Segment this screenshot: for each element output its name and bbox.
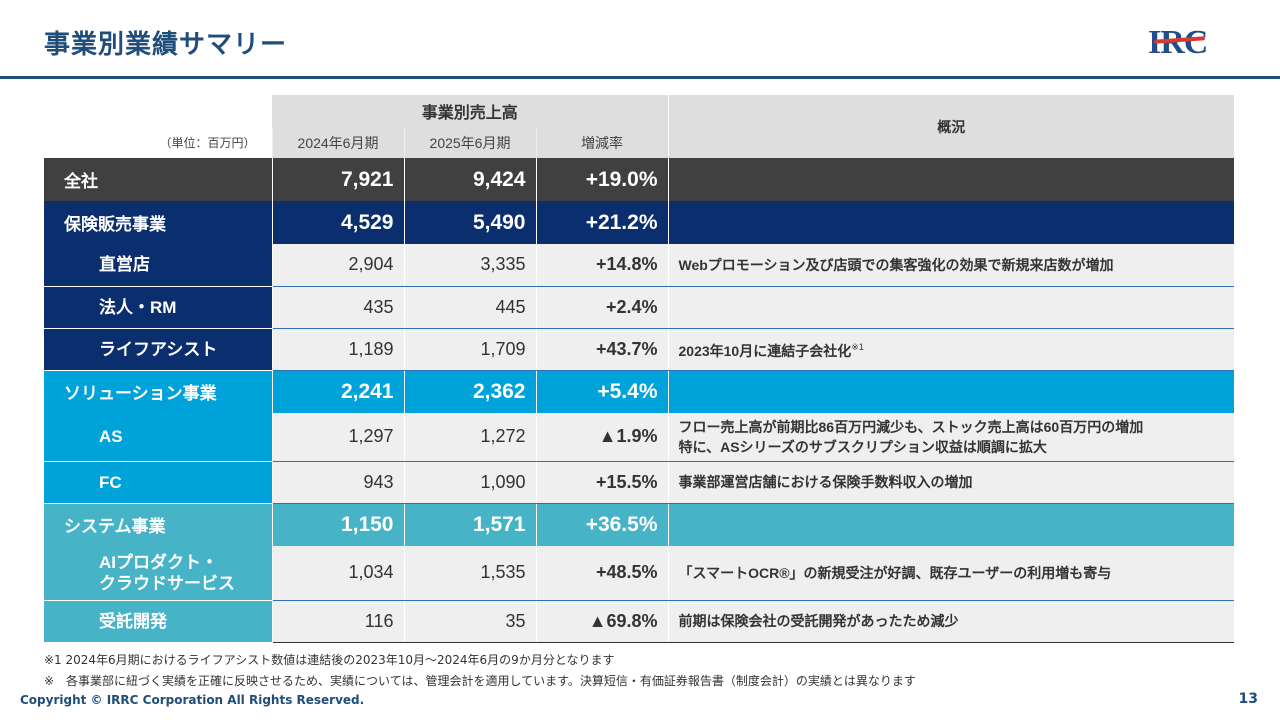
- overview-text: [667, 201, 1234, 244]
- sales-2025: 1,090: [403, 461, 536, 504]
- footnote-marker: ※1: [851, 342, 864, 352]
- sales-2024: 2,241: [271, 370, 404, 413]
- change-rate: +43.7%: [535, 328, 668, 371]
- change-rate: +36.5%: [535, 503, 668, 546]
- table-row: 受託開発 116 35 ▲69.8% 前期は保険会社の受託開発があったため減少: [44, 600, 1234, 643]
- table-header-row-1: 事業別売上高 概況: [44, 95, 1234, 158]
- overview-text: 「スマートOCR®」の新規受注が好調、既存ユーザーの利用増も寄与: [667, 546, 1234, 601]
- table-row: AIプロダクト・ クラウドサービス 1,034 1,535 +48.5% 「スマー…: [44, 546, 1234, 601]
- table-row: ソリューション事業 2,241 2,362 +5.4%: [44, 370, 1234, 413]
- table-row: 法人・RM 435 445 +2.4%: [44, 286, 1234, 329]
- table-row: ライフアシスト 1,189 1,709 +43.7% 2023年10月に連結子会…: [44, 328, 1234, 371]
- column-header-rate: 増減率: [535, 127, 668, 158]
- overview-text: [667, 503, 1234, 546]
- sales-2025: 3,335: [403, 244, 536, 287]
- unit-label: （単位：百万円）: [44, 127, 272, 158]
- table-row: 保険販売事業 4,529 5,490 +21.2%: [44, 201, 1234, 244]
- header-blank: [44, 95, 272, 127]
- sub-segment-name: AS: [44, 413, 272, 462]
- copyright: Copyright © IRRC Corporation All Rights …: [20, 693, 365, 707]
- overview-line-1: フロー売上高が前期比86百万円減少も、ストック売上高は60百万円の増加: [678, 418, 1144, 435]
- table-row: システム事業 1,150 1,571 +36.5%: [44, 503, 1234, 546]
- change-rate: +5.4%: [535, 370, 668, 413]
- sales-2025: 9,424: [403, 158, 536, 201]
- sales-2025: 1,272: [403, 413, 536, 462]
- sub-segment-name: 直営店: [44, 244, 272, 287]
- sales-2025: 445: [403, 286, 536, 329]
- segment-name: 保険販売事業: [44, 201, 272, 244]
- sales-2024: 435: [271, 286, 404, 329]
- change-rate: +21.2%: [535, 201, 668, 244]
- sub-segment-name: FC: [44, 461, 272, 504]
- table-header-row-2: （単位：百万円） 2024年6月期 2025年6月期 増減率: [44, 127, 1234, 158]
- overview-text: フロー売上高が前期比86百万円減少も、ストック売上高は60百万円の増加 特に、AS…: [667, 413, 1234, 462]
- sales-2025: 1,535: [403, 546, 536, 601]
- sales-2024: 943: [271, 461, 404, 504]
- page-number: 13: [1238, 691, 1258, 707]
- change-rate: +14.8%: [535, 244, 668, 287]
- overview-text-main: 2023年10月に連結子会社化: [678, 343, 852, 359]
- change-rate: ▲69.8%: [535, 600, 668, 643]
- company-logo: IRC: [1148, 26, 1208, 60]
- overview-text: [667, 158, 1234, 201]
- change-rate: ▲1.9%: [535, 413, 668, 462]
- overview-text: Webプロモーション及び店頭での集客強化の効果で新規来店数が増加: [667, 244, 1234, 287]
- segment-name: ソリューション事業: [44, 370, 272, 413]
- overview-text: 前期は保険会社の受託開発があったため減少: [667, 600, 1234, 643]
- sales-2024: 1,150: [271, 503, 404, 546]
- overview-header: 概況: [667, 95, 1234, 158]
- column-header-2024: 2024年6月期: [271, 127, 404, 158]
- page-title: 事業別業績サマリー: [44, 30, 288, 60]
- sales-2025: 1,709: [403, 328, 536, 371]
- sales-2025: 35: [403, 600, 536, 643]
- sub-segment-name: AIプロダクト・ クラウドサービス: [44, 546, 272, 601]
- overview-text: [667, 370, 1234, 413]
- overview-line-2: 特に、ASシリーズのサブスクリプション収益は順調に拡大: [678, 438, 1047, 455]
- table-row: 全社 7,921 9,424 +19.0%: [44, 158, 1234, 201]
- table-row: 直営店 2,904 3,335 +14.8% Webプロモーション及び店頭での集…: [44, 244, 1234, 287]
- table-row: AS 1,297 1,272 ▲1.9% フロー売上高が前期比86百万円減少も、…: [44, 413, 1234, 462]
- segment-summary-table: 事業別売上高 概況 （単位：百万円） 2024年6月期 2025年6月期 増減率…: [44, 95, 1234, 643]
- sales-2024: 2,904: [271, 244, 404, 287]
- sub-segment-name-line-2: クラウドサービス: [99, 573, 235, 593]
- table-row: FC 943 1,090 +15.5% 事業部運営店舗における保険手数料収入の増…: [44, 461, 1234, 504]
- sales-2024: 1,189: [271, 328, 404, 371]
- footnote-2: ※ 各事業部に紐づく実績を正確に反映させるため、実績については、管理会計を適用し…: [44, 674, 916, 688]
- column-header-2025: 2025年6月期: [403, 127, 536, 158]
- sales-2025: 1,571: [403, 503, 536, 546]
- sales-2025: 5,490: [403, 201, 536, 244]
- group-header: 事業別売上高: [272, 95, 668, 127]
- sub-segment-name: 受託開発: [44, 600, 272, 643]
- change-rate: +48.5%: [535, 546, 668, 601]
- overview-text: 2023年10月に連結子会社化※1: [667, 328, 1234, 371]
- sales-2024: 1,034: [271, 546, 404, 601]
- sales-2024: 4,529: [271, 201, 404, 244]
- change-rate: +19.0%: [535, 158, 668, 201]
- sales-2024: 1,297: [271, 413, 404, 462]
- sales-2025: 2,362: [403, 370, 536, 413]
- overview-text: 事業部運営店舗における保険手数料収入の増加: [667, 461, 1234, 504]
- sub-segment-name: 法人・RM: [44, 286, 272, 329]
- segment-name: 全社: [44, 158, 272, 201]
- title-divider: [0, 76, 1280, 79]
- change-rate: +15.5%: [535, 461, 668, 504]
- change-rate: +2.4%: [535, 286, 668, 329]
- overview-text: [667, 286, 1234, 329]
- sub-segment-name: ライフアシスト: [44, 328, 272, 371]
- segment-name: システム事業: [44, 503, 272, 546]
- sales-2024: 116: [271, 600, 404, 643]
- footnote-1: ※1 2024年6月期におけるライフアシスト数値は連結後の2023年10月～20…: [44, 653, 615, 667]
- sales-2024: 7,921: [271, 158, 404, 201]
- sub-segment-name-line-1: AIプロダクト・: [99, 552, 218, 572]
